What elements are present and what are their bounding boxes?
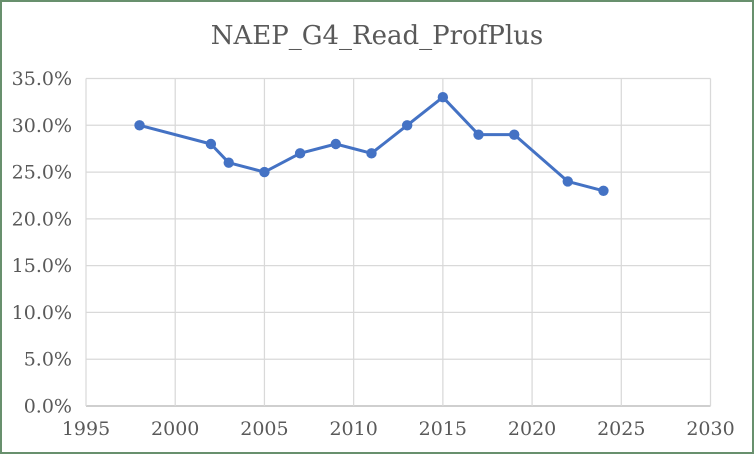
y-tick-label: 20.0%	[12, 208, 72, 230]
x-tick-label: 2005	[240, 418, 288, 440]
data-point	[366, 148, 377, 159]
x-tick-label: 1995	[62, 418, 110, 440]
y-tick-label: 15.0%	[12, 255, 72, 277]
data-point	[134, 120, 145, 131]
y-tick-label: 35.0%	[12, 68, 72, 90]
x-tick-label: 2010	[329, 418, 377, 440]
x-tick-label: 2000	[151, 418, 199, 440]
y-tick-label: 5.0%	[24, 349, 72, 371]
data-point	[401, 120, 413, 131]
data-point	[509, 129, 520, 140]
data-point	[562, 176, 573, 187]
data-point	[437, 92, 449, 103]
data-point	[223, 157, 234, 168]
data-point	[330, 138, 341, 150]
x-tick-label: 2025	[597, 418, 645, 440]
x-tick-label: 2020	[508, 418, 556, 440]
x-tick-label: 2030	[686, 418, 734, 440]
data-point	[294, 148, 306, 159]
data-point	[598, 185, 609, 196]
y-tick-label: 25.0%	[12, 162, 72, 184]
x-tick-label: 2015	[419, 418, 467, 440]
data-point	[259, 166, 270, 178]
data-point	[205, 138, 217, 150]
y-tick-label: 30.0%	[12, 115, 72, 137]
chart-title: NAEP_G4_Read_ProfPlus	[210, 21, 544, 51]
y-tick-label: 10.0%	[12, 302, 72, 324]
y-tick-label: 0.0%	[24, 396, 72, 418]
data-point	[473, 129, 484, 140]
